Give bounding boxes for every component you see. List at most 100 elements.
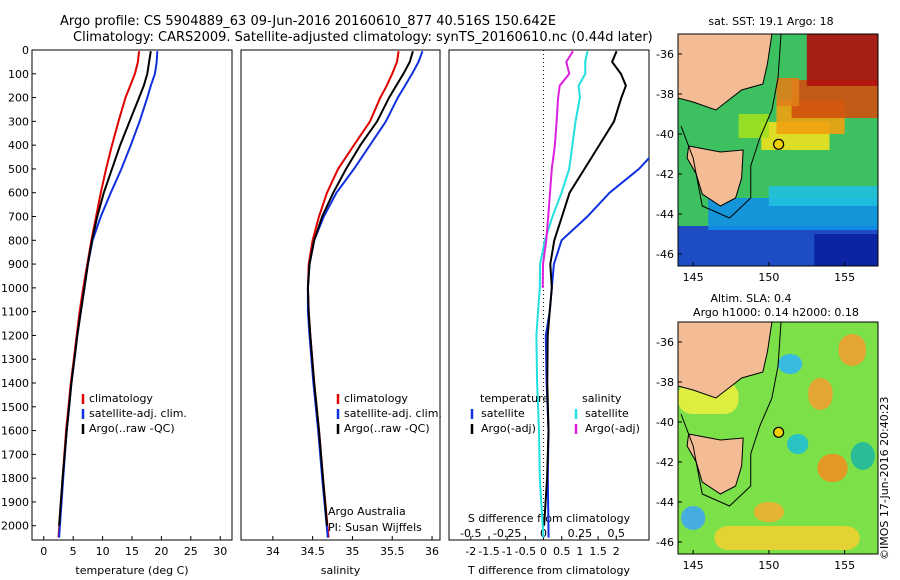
x-axis-label: salinity (321, 564, 361, 577)
y-tick-label: 2000 (1, 520, 29, 533)
float-marker (773, 138, 785, 150)
s-tick-label: -0.5 (460, 527, 481, 540)
y-tick-label: 400 (8, 139, 29, 152)
y-tick-label: 700 (8, 211, 29, 224)
lon-tick-label: 145 (683, 559, 704, 572)
x-tick-label: 1 (576, 545, 583, 558)
legend-label: satellite (481, 407, 525, 420)
plot-frame-difference (448, 49, 650, 541)
imos-stamp: ©IMOS 17-Jun-2016 20:40:23 (878, 396, 891, 560)
x-tick-label: 36 (425, 545, 439, 558)
field-patch (776, 78, 800, 106)
legend-label: climatology (89, 392, 153, 405)
x-tick-label: 25 (184, 545, 198, 558)
map-frame-sla (677, 321, 879, 555)
land-mainland (677, 321, 773, 399)
x-axis-label: temperature (deg C) (75, 564, 188, 577)
y-tick-label: 1100 (1, 306, 29, 319)
field-patch (738, 114, 769, 138)
s-tick-label: 0.25 (568, 527, 593, 540)
lat-tick-label: -36 (656, 48, 674, 61)
x-tick-label: 10 (96, 545, 110, 558)
field-patch (806, 34, 878, 86)
y-tick-label: 1200 (1, 329, 29, 342)
y-tick-label: 1500 (1, 401, 29, 414)
lat-tick-label: -40 (656, 128, 674, 141)
float-marker (773, 426, 785, 438)
x-tick-label: -1.5 (478, 545, 499, 558)
field-patch (753, 502, 785, 522)
legend-title-temperature: temperature (480, 392, 549, 405)
lat-tick-label: -38 (656, 88, 674, 101)
lon-tick-label: 150 (758, 559, 779, 572)
x-tick-label: 0 (40, 545, 47, 558)
series-s-argo-adj- (541, 50, 574, 288)
title-line-1: Argo profile: CS 5904889_63 09-Jun-2016 … (60, 14, 557, 29)
x-tick-label: 35.5 (380, 545, 405, 558)
lon-tick-label: 150 (758, 271, 779, 284)
sla-map-title-1: Altim. SLA: 0.4 (710, 292, 791, 305)
plot-frame-temperature (31, 49, 233, 541)
legend-label: satellite-adj. clim. (89, 407, 187, 420)
x-axis-label: T difference from climatology (467, 564, 630, 577)
x-tick-label: -2 (465, 545, 476, 558)
field-patch (814, 234, 878, 266)
lat-tick-label: -42 (656, 168, 674, 181)
legend-label: satellite (585, 407, 629, 420)
lat-tick-label: -40 (656, 416, 674, 429)
y-tick-label: 1900 (1, 496, 29, 509)
plot-frame-salinity (240, 49, 441, 541)
legend-label: Argo(..raw -QC) (344, 422, 430, 435)
s-tick-label: 0.5 (608, 527, 626, 540)
x-tick-label: 0.5 (553, 545, 571, 558)
x-tick-label: -0.5 (515, 545, 536, 558)
series-argo-raw-qc- (58, 51, 152, 526)
y-tick-label: 100 (8, 68, 29, 81)
lat-tick-label: -46 (656, 536, 674, 549)
legend-label: climatology (344, 392, 408, 405)
x-tick-label: 15 (125, 545, 139, 558)
field-patch (838, 334, 866, 366)
series-argo-raw-qc- (306, 50, 414, 526)
sst-map-title: sat. SST: 19.1 Argo: 18 (708, 15, 833, 28)
x-tick-label: 34 (266, 545, 280, 558)
legend-label: Argo(-adj) (585, 422, 640, 435)
lat-tick-label: -38 (656, 376, 674, 389)
lat-tick-label: -36 (656, 336, 674, 349)
y-tick-label: 800 (8, 234, 29, 247)
field-patch (681, 506, 706, 530)
s-tick-label: -0.25 (493, 527, 521, 540)
field-patch (817, 454, 848, 482)
land-tasmania (686, 433, 744, 495)
field-patch (791, 80, 878, 118)
x-tick-label: 20 (154, 545, 168, 558)
y-tick-label: 1700 (1, 448, 29, 461)
shelf-contour (680, 33, 782, 219)
y-tick-label: 1000 (1, 282, 29, 295)
lon-tick-label: 155 (834, 559, 855, 572)
sla-map-title-2: Argo h1000: 0.14 h2000: 0.18 (693, 306, 859, 319)
y-tick-label: 500 (8, 163, 29, 176)
field-patch (787, 434, 809, 454)
x-tick-label: -1 (502, 545, 513, 558)
x-tick-label: 30 (213, 545, 227, 558)
land-mainland (677, 33, 773, 111)
x-tick-label: 0 (540, 545, 547, 558)
lat-tick-label: -44 (656, 496, 674, 509)
lon-tick-label: 155 (834, 271, 855, 284)
legend-title-salinity: salinity (582, 392, 622, 405)
y-tick-label: 300 (8, 115, 29, 128)
field-patch (768, 186, 878, 206)
annotation-line-2: PI: Susan Wijffels (328, 521, 422, 534)
x-tick-label: 5 (70, 545, 77, 558)
x-tick-label: 2 (613, 545, 620, 558)
legend-label: satellite-adj. clim. (344, 407, 442, 420)
y-tick-label: 1400 (1, 377, 29, 390)
y-tick-label: 600 (8, 187, 29, 200)
lat-tick-label: -44 (656, 208, 674, 221)
y-tick-label: 1300 (1, 353, 29, 366)
shelf-contour (680, 321, 782, 507)
title-line-2: Climatology: CARS2009. Satellite-adjuste… (73, 30, 653, 45)
field-patch (850, 442, 875, 470)
y-tick-label: 0 (22, 44, 29, 57)
